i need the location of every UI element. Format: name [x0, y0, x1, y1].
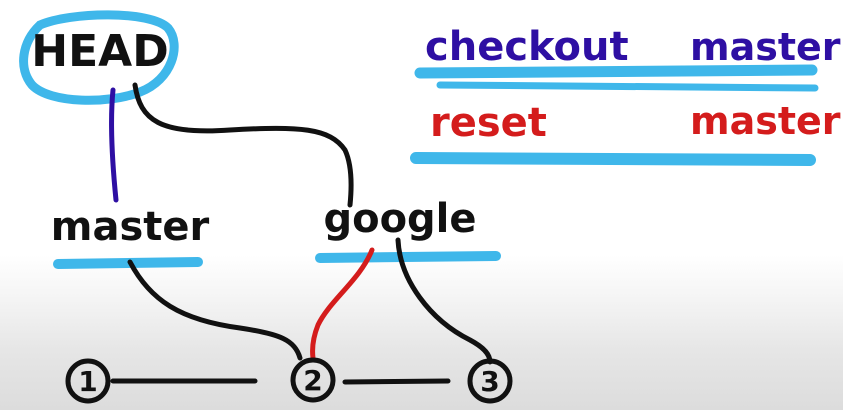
- commit-3-circle: [467, 358, 513, 404]
- head-to-google-line: [132, 82, 354, 208]
- checkout-underline-2: [436, 81, 819, 92]
- head-label: HEAD: [31, 26, 168, 77]
- highlight-underlines: [53, 64, 819, 269]
- reset-underline: [410, 152, 816, 166]
- google-branch-label: google: [323, 196, 476, 242]
- commits: 1 2 3: [65, 357, 513, 404]
- checkout-command-verb: checkout: [425, 24, 629, 70]
- head-to-master-line: [109, 87, 119, 203]
- checkout-underline: [414, 64, 818, 79]
- commit-3-label: 3: [480, 365, 499, 398]
- google-underline: [315, 251, 501, 263]
- connectors: [109, 82, 493, 385]
- google-to-commit-2-line: [310, 247, 375, 361]
- commit-1-circle: [65, 358, 111, 404]
- commit-2-label: 2: [303, 364, 322, 397]
- reset-command-target: master: [690, 99, 841, 143]
- google-to-commit-3-line: [395, 237, 493, 365]
- commit-2-circle: [290, 357, 336, 403]
- head-oval: [19, 10, 179, 105]
- commit-1-label: 1: [78, 365, 97, 398]
- commit-2-to-3-line: [342, 378, 451, 385]
- reset-command-verb: reset: [430, 100, 547, 146]
- checkout-command-target: master: [690, 25, 841, 69]
- master-branch-label: master: [51, 204, 210, 250]
- master-to-commit-2-line: [127, 259, 303, 361]
